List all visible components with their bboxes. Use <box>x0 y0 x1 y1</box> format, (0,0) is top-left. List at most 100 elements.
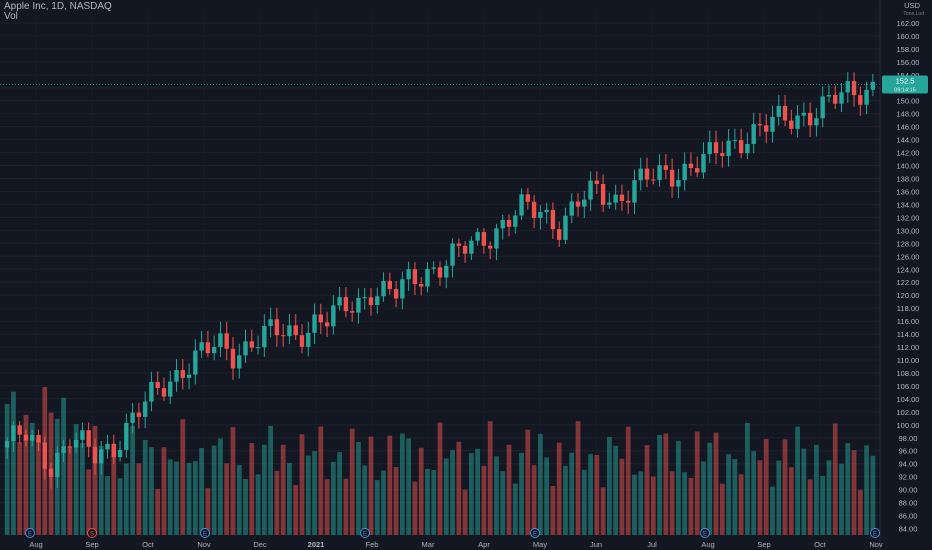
candle-body <box>494 228 499 249</box>
volume-bar <box>4 403 10 535</box>
volume-bar <box>80 442 85 535</box>
y-tick-label: 148.00 <box>897 110 920 119</box>
volume-bar <box>211 445 217 535</box>
y-tick-label: 134.00 <box>897 200 920 209</box>
candle-body <box>218 333 223 348</box>
candle-body <box>456 243 462 246</box>
candle-body <box>713 142 719 154</box>
candle-body <box>651 179 656 181</box>
y-tick-label: 90.00 <box>899 486 918 495</box>
candle-body <box>312 314 317 333</box>
volume-bar <box>161 447 167 535</box>
y-tick-label: 150.00 <box>897 97 920 106</box>
y-tick-label: 144.00 <box>897 136 920 145</box>
volume-bar <box>255 474 261 535</box>
volume-bar <box>563 465 568 535</box>
candle-body <box>795 115 800 129</box>
candle-body <box>444 265 449 278</box>
x-tick-label: Oct <box>142 540 155 549</box>
candle-body <box>193 350 198 375</box>
y-tick-label: 88.00 <box>899 499 918 508</box>
volume-bar <box>600 487 606 535</box>
volume-bar <box>268 425 274 535</box>
candle-body <box>839 92 844 104</box>
event-marker-symbol: E <box>873 532 877 538</box>
volume-bar <box>487 421 493 535</box>
candle-body <box>506 219 512 227</box>
candle-body <box>613 194 618 203</box>
last-price-tag <box>882 75 928 94</box>
candle-body <box>375 296 380 305</box>
event-marker[interactable] <box>200 528 210 538</box>
currency-sublabel: Tone.Lod <box>903 11 924 17</box>
volume-bar <box>105 476 110 535</box>
candle-body <box>349 311 355 313</box>
volume-bar <box>399 433 405 535</box>
event-marker[interactable] <box>25 528 35 538</box>
volume-bar <box>450 450 455 535</box>
event-marker[interactable] <box>360 528 370 538</box>
candle-body <box>701 153 706 173</box>
event-marker[interactable] <box>87 528 97 538</box>
candle-body <box>255 347 261 349</box>
candle-body <box>30 434 35 441</box>
volume-bar <box>531 465 537 535</box>
candle-body <box>776 105 781 117</box>
candle-body <box>381 280 386 297</box>
y-tick-label: 94.00 <box>899 460 918 469</box>
candle-body <box>626 200 631 203</box>
candle-body <box>117 449 123 458</box>
volume-bar <box>537 433 543 535</box>
candle-body <box>513 215 518 227</box>
volume-bar <box>249 443 255 535</box>
candle-body <box>387 280 393 290</box>
candle-body <box>130 412 135 423</box>
volume-bar <box>136 463 142 535</box>
candle-body <box>243 341 248 356</box>
candle-body <box>462 245 468 254</box>
volume-bar <box>236 465 242 535</box>
candle-body <box>751 124 756 144</box>
volume-bar <box>287 462 292 535</box>
x-tick-label: Nov <box>869 540 883 549</box>
volume-bar <box>330 461 336 535</box>
candle-body <box>136 412 142 417</box>
volume-bar <box>581 469 587 535</box>
candle-body <box>274 319 280 336</box>
candle-body <box>688 163 694 169</box>
event-marker[interactable] <box>530 528 540 538</box>
event-marker[interactable] <box>870 528 880 538</box>
candle-body <box>864 89 869 105</box>
x-tick-label: Dec <box>253 540 267 549</box>
volume-label: Vol <box>4 11 18 22</box>
volume-bar <box>374 480 380 535</box>
volume-bar <box>205 488 211 535</box>
y-tick-label: 96.00 <box>899 447 918 456</box>
y-tick-label: 98.00 <box>899 434 918 443</box>
volume-bar <box>393 467 399 535</box>
volume-bar <box>550 485 556 535</box>
candle-body <box>61 446 66 453</box>
volume-bar <box>23 414 29 535</box>
volume-bar <box>669 471 675 535</box>
candle-body <box>331 305 336 327</box>
y-tick-label: 104.00 <box>897 395 920 404</box>
candle-body <box>161 388 167 397</box>
volume-bar <box>481 465 487 535</box>
volume-bar <box>337 452 343 535</box>
volume-bar <box>795 426 800 535</box>
y-tick-label: 106.00 <box>897 382 920 391</box>
candle-body <box>186 374 192 378</box>
event-marker[interactable] <box>700 528 710 538</box>
candle-body <box>99 449 104 464</box>
volume-bar <box>86 469 92 535</box>
y-tick-label: 146.00 <box>897 123 920 132</box>
candle-body <box>851 81 857 96</box>
candle-body <box>343 297 349 312</box>
candle-body <box>412 269 418 285</box>
volume-bar <box>468 453 474 535</box>
event-marker-symbol: E <box>363 532 367 538</box>
volume-bar <box>61 397 66 535</box>
volume-bar <box>763 439 769 535</box>
